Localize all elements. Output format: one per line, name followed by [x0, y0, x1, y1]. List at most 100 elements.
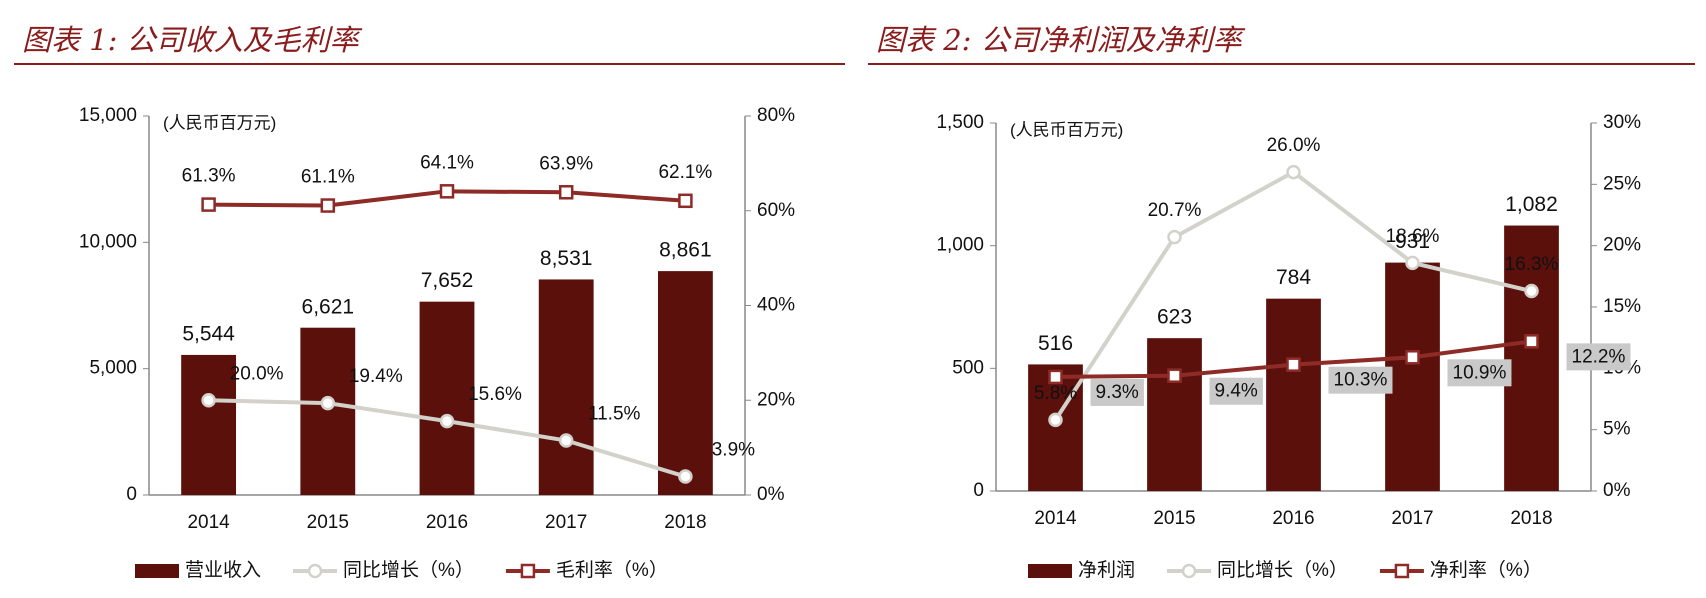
y2-tick-label: 40%	[757, 295, 795, 316]
x-tick-label: 2015	[307, 512, 349, 533]
legend-label: 营业收入	[185, 559, 261, 581]
line-value-label: 20.7%	[1148, 200, 1202, 221]
point	[1524, 283, 1539, 299]
line-value-label: 64.1%	[420, 152, 474, 173]
line-value-label: 9.3%	[1096, 382, 1139, 403]
bar	[538, 279, 594, 495]
point	[558, 433, 574, 448]
point	[1286, 164, 1301, 180]
line-value-label: 61.3%	[182, 166, 236, 187]
x-tick-label: 2015	[1153, 508, 1195, 529]
point	[201, 393, 216, 408]
label-box	[1566, 343, 1631, 371]
point	[201, 197, 216, 212]
point	[439, 413, 455, 429]
y-tick-label: 0	[973, 480, 984, 501]
bar	[657, 271, 713, 495]
point	[1048, 412, 1063, 428]
bar	[1504, 225, 1559, 492]
y-tick-label: 500	[952, 357, 984, 378]
point	[439, 184, 455, 199]
line-value-label: 10.3%	[1334, 370, 1388, 391]
label-box	[1090, 378, 1144, 406]
point	[1286, 357, 1301, 372]
bar-value-label: 7,652	[421, 269, 474, 292]
label-box	[1209, 377, 1263, 405]
legend-marker	[307, 563, 323, 579]
bar	[1385, 262, 1440, 491]
line-value-label: 20.0%	[230, 363, 284, 384]
y-tick-label: 1,500	[936, 112, 984, 133]
x-tick-label: 2017	[1391, 508, 1433, 529]
y-tick-label: 10,000	[79, 231, 137, 252]
legend-marker	[520, 563, 536, 579]
y2-tick-label: 25%	[1603, 173, 1641, 194]
bar	[1147, 338, 1202, 491]
point	[1048, 369, 1063, 385]
point	[1167, 368, 1182, 383]
line-value-label: 19.4%	[349, 366, 403, 387]
line-value-label: 62.1%	[658, 162, 712, 183]
bar	[1266, 298, 1321, 491]
legend-label: 净利率（%）	[1430, 559, 1542, 581]
line-value-label: 63.9%	[539, 153, 593, 174]
legend-swatch	[135, 564, 179, 578]
line-value-label: 10.9%	[1453, 362, 1507, 383]
y-tick-label: 5,000	[89, 358, 137, 379]
y2-tick-label: 0%	[1603, 480, 1631, 501]
bar-value-label: 516	[1038, 332, 1073, 355]
y2-tick-label: 80%	[757, 105, 795, 126]
bar-value-label: 623	[1157, 306, 1192, 329]
unit-note: (人民币百万元)	[1010, 120, 1123, 139]
x-tick-label: 2014	[187, 512, 230, 533]
y2-tick-label: 20%	[757, 389, 795, 410]
line-value-label: 16.3%	[1505, 254, 1559, 275]
bar-value-label: 5,544	[182, 322, 235, 345]
bar-value-label: 784	[1276, 266, 1311, 289]
legend-marker	[1181, 563, 1197, 579]
y2-tick-label: 60%	[757, 200, 795, 221]
point	[678, 469, 693, 484]
point	[1405, 255, 1420, 271]
point	[1167, 229, 1182, 245]
legend-label: 净利润	[1078, 559, 1135, 581]
line-value-label: 15.6%	[468, 384, 522, 405]
y2-tick-label: 0%	[757, 484, 785, 505]
point	[320, 198, 336, 213]
line-value-label: 61.1%	[301, 167, 355, 188]
y-tick-label: 0	[126, 484, 137, 505]
point	[1405, 350, 1420, 365]
point	[558, 185, 574, 200]
bar	[181, 354, 237, 495]
unit-note: (人民币百万元)	[163, 113, 276, 132]
chart-title: 图表 2: 公司净利润及净利率	[876, 23, 1246, 57]
legend-label: 毛利率（%）	[556, 559, 668, 581]
line-value-label: 26.0%	[1267, 135, 1321, 156]
line-value-label: 5.8%	[1034, 383, 1077, 404]
chart-title: 图表 1: 公司收入及毛利率	[22, 23, 363, 57]
bar	[1028, 364, 1083, 491]
chart-panel: 图表 2: 公司净利润及净利率 (人民币百万元) 0 500 1,000 1,500 0% 5…	[868, 23, 1695, 581]
point	[320, 395, 336, 411]
label-box	[1328, 366, 1393, 394]
x-tick-label: 2017	[545, 512, 587, 533]
legend-swatch	[1028, 564, 1072, 578]
point	[678, 193, 693, 209]
label-box	[1447, 359, 1512, 387]
line-value-label: 12.2%	[1572, 346, 1626, 367]
chart-panel: 图表 1: 公司收入及毛利率 (人民币百万元) 0 5,000 10,000 15,000…	[14, 23, 845, 581]
bar	[300, 327, 356, 495]
bar-value-label: 1,082	[1505, 193, 1558, 216]
y2-tick-label: 15%	[1603, 296, 1641, 317]
x-tick-label: 2018	[1510, 508, 1552, 529]
y2-tick-label: 20%	[1603, 235, 1641, 256]
line-value-label: 18.6%	[1386, 226, 1440, 247]
legend-label: 同比增长（%）	[343, 559, 474, 581]
line-value-label: 11.5%	[588, 404, 641, 425]
line-value-label: 9.4%	[1215, 381, 1258, 402]
bar-value-label: 931	[1395, 230, 1430, 253]
point	[1524, 334, 1539, 349]
legend-label: 同比增长（%）	[1217, 559, 1348, 581]
bar-value-label: 6,621	[302, 295, 355, 318]
